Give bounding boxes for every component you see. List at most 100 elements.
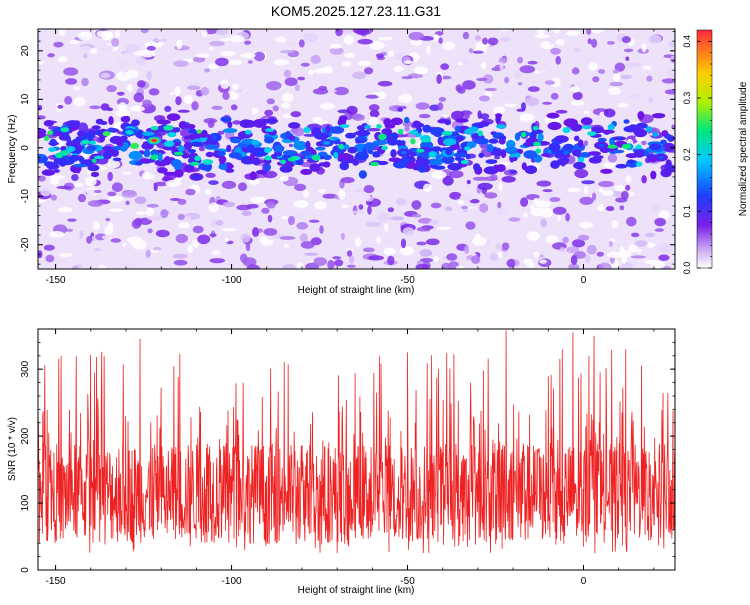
spectrogram-frame <box>37 28 676 270</box>
spectrogram-cell <box>442 114 449 119</box>
spectrogram-band-cell <box>116 137 124 147</box>
spectrogram-band-cell <box>415 157 430 167</box>
spectrogram-cell <box>139 49 155 58</box>
spectrogram-band-cell <box>636 122 648 129</box>
spectrogram-cell <box>527 60 538 65</box>
spectrogram-cell <box>555 55 561 65</box>
spectrogram-cell <box>153 247 162 251</box>
spectrogram-cell <box>612 69 619 74</box>
spectrogram-band-cell <box>86 145 96 152</box>
spectrogram-cell <box>390 216 405 221</box>
spectrogram-cell <box>557 214 562 221</box>
spectrogram-cell <box>670 55 675 60</box>
spectrogram-cell <box>300 241 315 249</box>
spectrogram-cell <box>484 87 497 92</box>
spectrogram-cell <box>433 34 440 43</box>
spectrogram-band-cell <box>249 152 255 162</box>
spectrogram-cell <box>433 255 439 262</box>
spectrogram-cell <box>589 29 604 34</box>
spectrogram-cell <box>408 31 424 41</box>
spectrogram-band-cell <box>226 164 234 169</box>
spectrogram-band-cell <box>372 151 381 158</box>
spectrogram-cell <box>140 103 157 114</box>
spectrogram-band-cell <box>661 142 675 152</box>
spectrogram-cell <box>209 258 226 264</box>
spectrogram-band-cell <box>376 160 389 166</box>
spectrogram-cell <box>104 225 114 235</box>
spectrogram-cell <box>111 182 123 193</box>
spectrogram-cell <box>469 199 480 204</box>
spectrogram-band-cell <box>64 133 70 142</box>
y-tick-label: 10 <box>20 93 31 105</box>
spectrogram-cell <box>480 61 487 69</box>
spectrogram-bright-cell <box>378 133 387 141</box>
spectrogram-band-cell <box>102 151 112 160</box>
spectrogram-cell <box>266 98 275 105</box>
spectrogram-cell <box>614 184 625 192</box>
spectrogram-cell <box>444 206 453 212</box>
spectrogram-cell <box>122 52 136 61</box>
spectrogram-cell <box>366 128 381 132</box>
spectrogram-cell <box>617 103 629 108</box>
spectrogram-band-cell <box>455 118 469 123</box>
spectrogram-band-cell <box>588 156 602 164</box>
spectrogram-cell <box>47 53 55 58</box>
spectrogram-bright-cell <box>464 128 474 135</box>
spectrogram-cell <box>498 181 503 192</box>
spectrogram-cell <box>86 236 92 244</box>
spectrogram-cell <box>431 170 447 179</box>
spectrogram-cell <box>288 143 294 148</box>
spectrogram-cell <box>220 50 236 57</box>
spectrogram-cell <box>300 62 310 67</box>
spectrogram-cell <box>517 56 523 64</box>
x-tick-label: -100 <box>222 275 242 286</box>
spectrogram-cell <box>431 56 439 61</box>
spectrogram-cell <box>398 94 413 103</box>
spectrogram-cell <box>506 258 516 268</box>
spectrogram-bright-cell <box>194 155 202 162</box>
y-tick-label: 20 <box>20 45 31 57</box>
spectrogram-band-cell <box>554 153 564 159</box>
spectrogram-band-cell <box>411 122 425 128</box>
spectrogram-cell <box>208 202 219 213</box>
spectrogram-cell <box>78 31 92 41</box>
spectrogram-cell <box>293 199 309 208</box>
spectrogram-band-cell <box>615 163 628 169</box>
spectrogram-bright-cell <box>163 125 174 131</box>
spectrogram-cell <box>241 210 252 217</box>
spectrogram-cell <box>415 102 430 110</box>
spectrogram-cell <box>585 254 591 264</box>
spectrogram-cell <box>654 228 664 232</box>
spectrogram-band-cell <box>454 125 461 133</box>
spectrogram-cell <box>624 62 641 68</box>
spectrogram-band-cell <box>195 133 211 138</box>
spectrogram-cell <box>619 74 633 80</box>
spectrogram-cell <box>533 251 540 259</box>
y-tick-label: -10 <box>20 189 31 204</box>
spectrogram-cell <box>343 53 356 58</box>
spectrogram-cell <box>536 180 552 187</box>
spectrogram-cell <box>603 162 617 169</box>
spectrogram-bright-cell <box>533 141 541 147</box>
spectrogram-band-cell <box>445 146 453 156</box>
spectrogram-band-cell <box>498 135 507 142</box>
spectrogram-band-cell <box>108 116 114 125</box>
spectrogram-cell <box>577 234 590 241</box>
spectrogram-cell <box>584 140 588 147</box>
spectrogram-cell <box>571 67 580 75</box>
spectrogram-cell <box>280 102 291 109</box>
spectrogram-band-cell <box>65 120 80 129</box>
spectrogram-band-cell <box>330 126 345 134</box>
spectrogram-band-cell <box>177 145 185 153</box>
spectrogram-band-cell <box>612 149 625 154</box>
spectrogram-cell <box>266 201 276 209</box>
spectrogram-cell <box>418 113 431 119</box>
spectrogram-band-cell <box>139 158 154 164</box>
spectrogram-band-cell <box>496 164 506 173</box>
spectrogram-band-cell <box>430 147 441 152</box>
spectrogram-cell <box>399 246 415 256</box>
spectrogram-cell <box>298 39 305 48</box>
spectrogram-band-cell <box>53 158 60 165</box>
spectrogram-cell <box>479 203 489 213</box>
